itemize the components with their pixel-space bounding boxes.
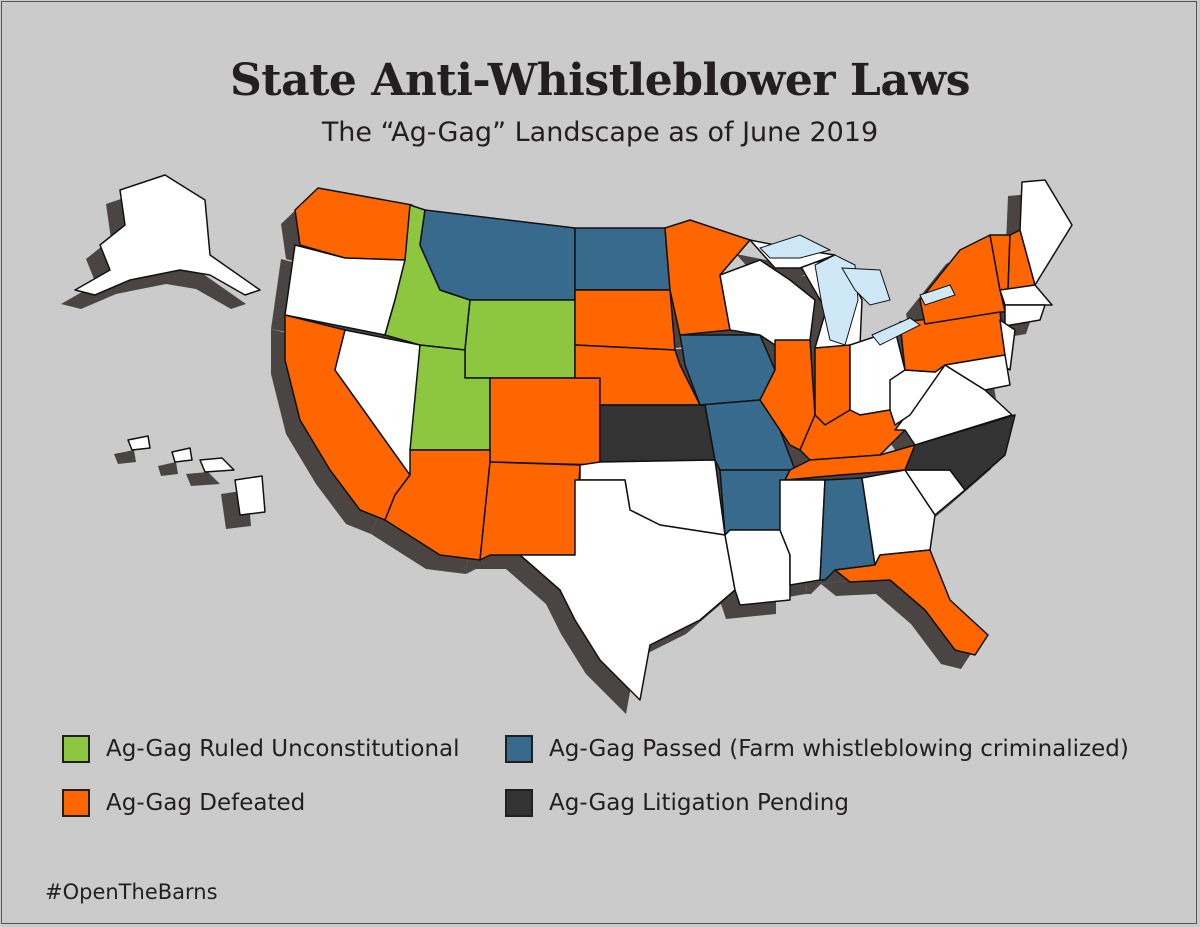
- legend-label: Ag-Gag Defeated: [106, 790, 306, 816]
- state-ct: [1004, 304, 1046, 327]
- legend-swatch: [505, 735, 533, 763]
- legend-item-defeated: Ag-Gag Defeated: [62, 789, 305, 817]
- state-shadow: [114, 450, 136, 464]
- legend-item-passed: Ag-Gag Passed (Farm whistleblowing crimi…: [505, 735, 1129, 763]
- state-nc: [904, 414, 1016, 491]
- legend-label: Ag-Gag Ruled Unconstitutional: [106, 736, 460, 762]
- state-shadow: [186, 472, 220, 486]
- state-az: [384, 449, 491, 561]
- great-lake: [841, 267, 891, 306]
- state-hi: [127, 435, 151, 451]
- state-ny: [919, 234, 1006, 325]
- state-wy: [464, 299, 576, 379]
- map-subtitle: The “Ag-Gag” Landscape as of June 2019: [321, 117, 879, 148]
- map-title: State Anti-Whistleblower Laws: [230, 55, 971, 106]
- state-me: [1019, 179, 1073, 286]
- legend-swatch: [505, 789, 533, 817]
- state-shadow: [158, 462, 178, 476]
- great-lake: [919, 284, 956, 306]
- great-lake: [759, 234, 832, 259]
- state-nd: [574, 227, 671, 291]
- state-shadow: [821, 564, 974, 669]
- legend-item-pending: Ag-Gag Litigation Pending: [505, 789, 849, 817]
- legend-label: Ag-Gag Passed (Farm whistleblowing crimi…: [549, 736, 1129, 762]
- state-md: [944, 354, 1011, 391]
- state-il: [759, 339, 816, 451]
- great-lake: [871, 317, 921, 346]
- state-ks: [599, 404, 716, 463]
- legend-swatch: [62, 735, 90, 763]
- state-hi: [234, 475, 266, 516]
- state-hi: [171, 447, 193, 463]
- legend-item-unconstitutional: Ag-Gag Ruled Unconstitutional: [62, 735, 460, 763]
- hashtag: #OpenTheBarns: [45, 880, 218, 904]
- state-mt: [419, 209, 576, 301]
- legend-swatch: [62, 789, 90, 817]
- state-co: [489, 377, 601, 466]
- state-hi: [199, 457, 235, 473]
- state-ak: [74, 174, 261, 296]
- state-nm: [479, 461, 581, 561]
- legend-label: Ag-Gag Litigation Pending: [549, 790, 849, 816]
- state-ma: [999, 284, 1053, 306]
- state-tx: [519, 479, 736, 701]
- state-sd: [574, 289, 676, 351]
- state-fl: [834, 549, 989, 656]
